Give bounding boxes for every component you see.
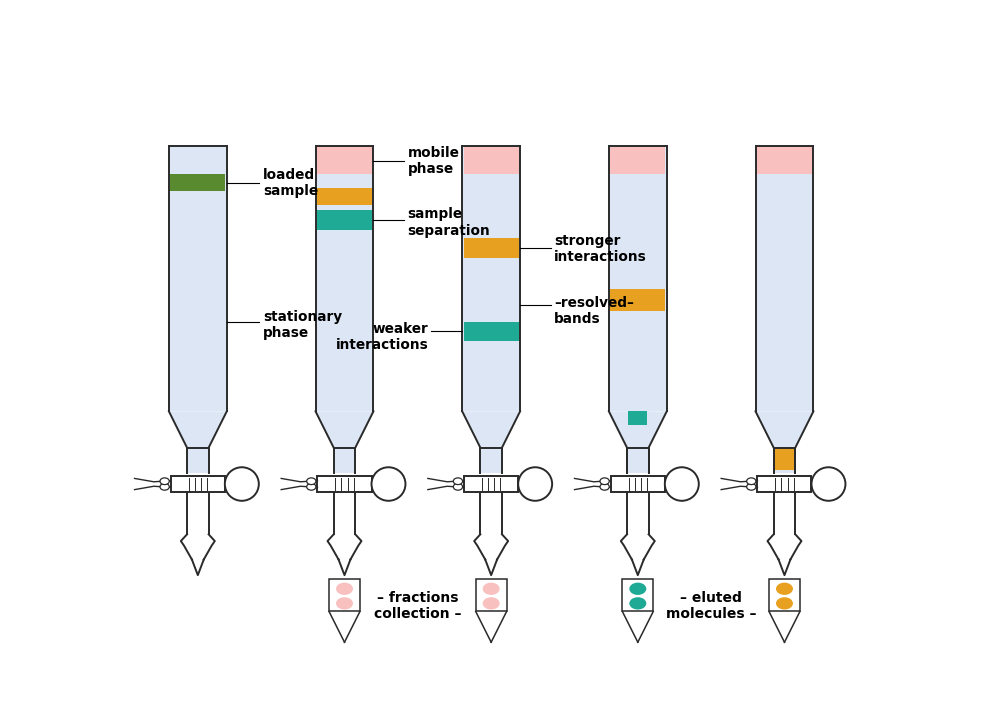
Bar — [627, 448, 648, 473]
Bar — [769, 579, 800, 611]
Bar — [334, 448, 356, 473]
Bar — [757, 146, 812, 174]
Bar — [611, 290, 665, 311]
Bar — [169, 146, 227, 412]
Bar — [611, 476, 665, 492]
Circle shape — [483, 597, 500, 610]
Text: weaker
interactions: weaker interactions — [336, 322, 428, 352]
Bar — [609, 146, 666, 412]
Text: stationary
phase: stationary phase — [263, 309, 343, 340]
Text: – fractions
collection –: – fractions collection – — [374, 591, 461, 621]
Polygon shape — [609, 412, 666, 448]
Bar — [774, 448, 795, 473]
Circle shape — [307, 478, 316, 484]
Bar — [464, 238, 519, 258]
Circle shape — [600, 484, 610, 490]
Text: sample
separation: sample separation — [407, 208, 490, 237]
Circle shape — [629, 597, 646, 610]
Bar — [476, 579, 507, 611]
Bar — [170, 174, 225, 190]
Ellipse shape — [518, 468, 552, 501]
Circle shape — [336, 583, 353, 595]
Bar — [464, 146, 519, 174]
Bar — [317, 210, 372, 229]
Bar — [622, 579, 653, 611]
Circle shape — [776, 583, 793, 595]
Bar — [611, 146, 665, 174]
Bar — [775, 448, 794, 470]
Ellipse shape — [372, 468, 405, 501]
Circle shape — [600, 478, 610, 484]
Bar — [316, 146, 374, 412]
Bar — [317, 146, 372, 174]
Circle shape — [483, 583, 500, 595]
Polygon shape — [316, 412, 374, 448]
Text: –resolved–
bands: –resolved– bands — [554, 295, 633, 326]
Circle shape — [629, 583, 646, 595]
Circle shape — [453, 478, 462, 484]
Polygon shape — [756, 412, 814, 448]
Polygon shape — [169, 412, 227, 448]
Circle shape — [453, 484, 462, 490]
Ellipse shape — [812, 468, 846, 501]
Text: stronger
interactions: stronger interactions — [554, 234, 646, 264]
Ellipse shape — [225, 468, 259, 501]
Circle shape — [307, 484, 316, 490]
Bar — [329, 579, 360, 611]
Bar — [464, 322, 519, 341]
Bar — [480, 448, 502, 473]
Circle shape — [336, 597, 353, 610]
Text: loaded
sample: loaded sample — [263, 168, 318, 198]
Bar — [462, 146, 520, 412]
Bar — [756, 146, 814, 412]
Bar — [317, 188, 372, 205]
Bar — [758, 476, 812, 492]
Circle shape — [747, 478, 756, 484]
Polygon shape — [462, 412, 520, 448]
Ellipse shape — [665, 468, 699, 501]
Bar — [187, 448, 208, 473]
Bar — [318, 476, 372, 492]
Circle shape — [776, 597, 793, 610]
Bar — [171, 476, 225, 492]
Text: – eluted
molecules –: – eluted molecules – — [666, 591, 756, 621]
Circle shape — [160, 478, 169, 484]
Text: mobile
phase: mobile phase — [407, 146, 459, 176]
Circle shape — [747, 484, 756, 490]
Bar — [628, 411, 647, 425]
Bar — [464, 476, 518, 492]
Circle shape — [160, 484, 169, 490]
